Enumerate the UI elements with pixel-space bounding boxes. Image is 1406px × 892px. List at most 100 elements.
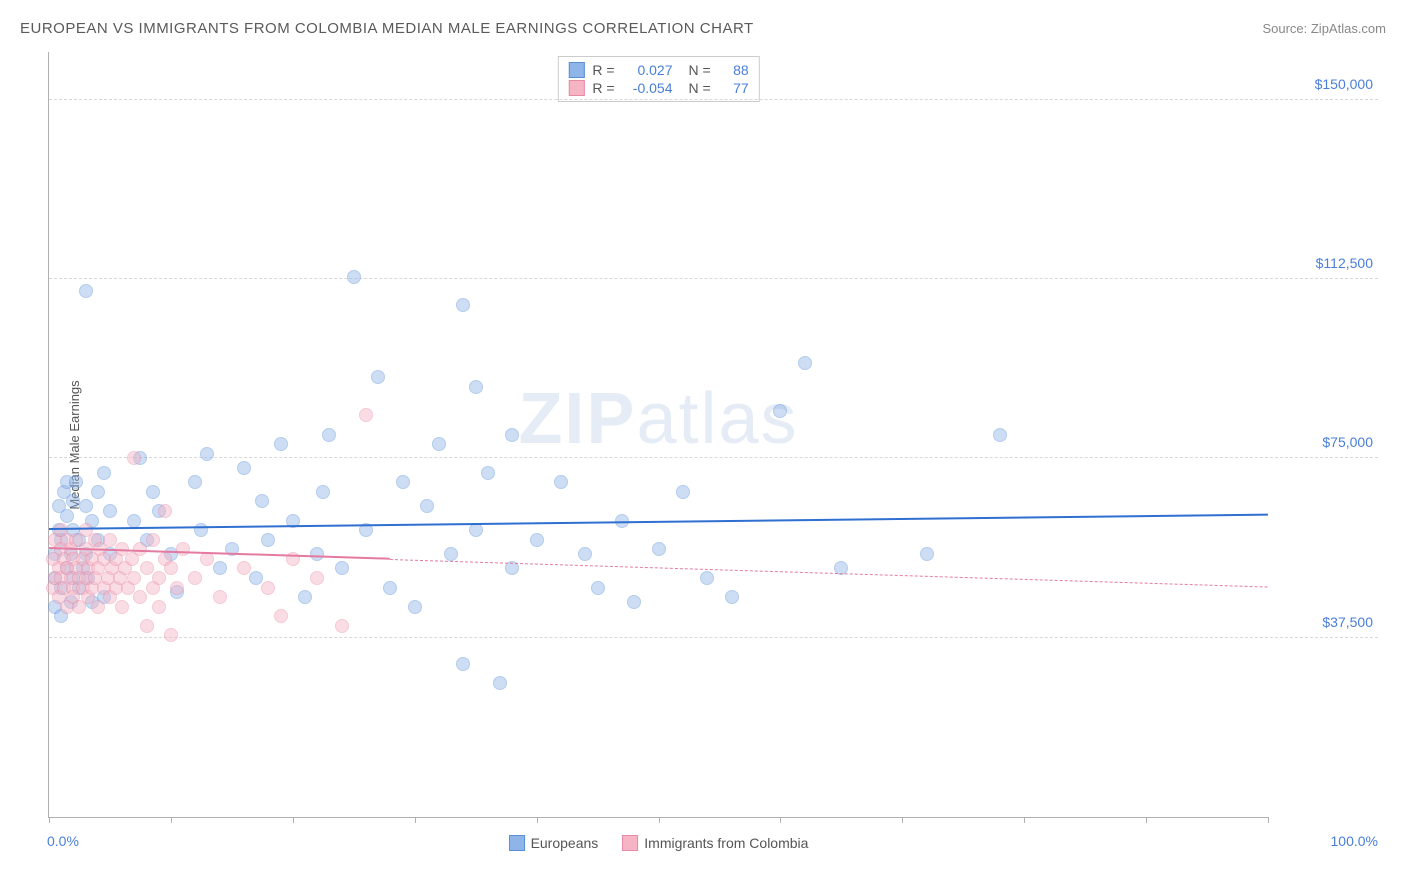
scatter-point [316,485,330,499]
scatter-point [310,571,324,585]
scatter-point [127,451,141,465]
source-prefix: Source: [1262,21,1310,36]
legend-swatch [568,80,584,96]
scatter-point [456,657,470,671]
x-tick [1146,817,1147,823]
legend-label: Europeans [531,835,599,851]
legend-row: R = 0.027 N = 88 [568,61,748,79]
scatter-point [469,380,483,394]
scatter-point [725,590,739,604]
x-axis-max-label: 100.0% [1331,833,1378,849]
scatter-point [213,561,227,575]
scatter-point [469,523,483,537]
scatter-point [798,356,812,370]
legend-swatch [622,835,638,851]
scatter-point [91,600,105,614]
scatter-point [115,600,129,614]
scatter-point [164,561,178,575]
scatter-point [237,461,251,475]
correlation-legend: R =0.027N =88R =-0.054N =77 [557,56,759,102]
legend-swatch [509,835,525,851]
legend-item: Europeans [509,835,599,851]
scatter-point [396,475,410,489]
scatter-point [322,428,336,442]
scatter-point [152,571,166,585]
scatter-point [188,571,202,585]
scatter-point [261,533,275,547]
r-label: R = [592,80,614,96]
scatter-point [408,600,422,614]
n-label: N = [689,80,711,96]
scatter-point [493,676,507,690]
x-tick [171,817,172,823]
scatter-point [97,466,111,480]
scatter-point [164,628,178,642]
scatter-point [127,571,141,585]
x-tick [780,817,781,823]
x-tick [1024,817,1025,823]
scatter-point [127,514,141,528]
scatter-point [200,447,214,461]
scatter-point [152,600,166,614]
r-value: 0.027 [623,62,673,78]
scatter-point [652,542,666,556]
scatter-point [133,590,147,604]
gridline [49,278,1378,279]
plot-area: ZIPatlas R =0.027N =88R =-0.054N =77 Eur… [48,52,1268,818]
gridline [49,99,1378,100]
scatter-point [103,504,117,518]
n-value: 77 [719,80,749,96]
scatter-point [420,499,434,513]
r-label: R = [592,62,614,78]
scatter-point [79,499,93,513]
x-tick [293,817,294,823]
scatter-point [591,581,605,595]
scatter-point [383,581,397,595]
scatter-point [993,428,1007,442]
scatter-point [335,561,349,575]
scatter-point [530,533,544,547]
x-tick [415,817,416,823]
gridline [49,637,1378,638]
scatter-point [60,509,74,523]
scatter-point [347,270,361,284]
scatter-point [103,533,117,547]
x-axis-min-label: 0.0% [47,833,79,849]
scatter-point [237,561,251,575]
chart-header: EUROPEAN VS IMMIGRANTS FROM COLOMBIA MED… [20,20,1386,37]
scatter-point [140,561,154,575]
scatter-point [261,581,275,595]
source-name: ZipAtlas.com [1311,21,1386,36]
scatter-point [146,533,160,547]
x-tick [902,817,903,823]
legend-item: Immigrants from Colombia [622,835,808,851]
scatter-point [310,547,324,561]
n-value: 88 [719,62,749,78]
y-tick-label: $112,500 [1316,255,1373,271]
legend-row: R =-0.054N =77 [568,79,748,97]
y-tick-label: $37,500 [1322,614,1373,630]
n-label: N = [689,62,711,78]
scatter-point [274,609,288,623]
gridline [49,457,1378,458]
x-tick [49,817,50,823]
scatter-point [432,437,446,451]
scatter-point [213,590,227,604]
scatter-point [456,298,470,312]
scatter-point [79,284,93,298]
scatter-point [920,547,934,561]
series-legend: Europeans Immigrants from Colombia [509,835,809,851]
legend-swatch [568,62,584,78]
scatter-point [176,542,190,556]
scatter-point [481,466,495,480]
trend-line-extrapolated [390,559,1268,588]
scatter-point [335,619,349,633]
chart-title: EUROPEAN VS IMMIGRANTS FROM COLOMBIA MED… [20,20,754,37]
scatter-point [554,475,568,489]
scatter-point [359,408,373,422]
scatter-point [140,619,154,633]
scatter-point [188,475,202,489]
y-tick-label: $75,000 [1322,434,1373,450]
scatter-point [371,370,385,384]
scatter-point [69,475,83,489]
